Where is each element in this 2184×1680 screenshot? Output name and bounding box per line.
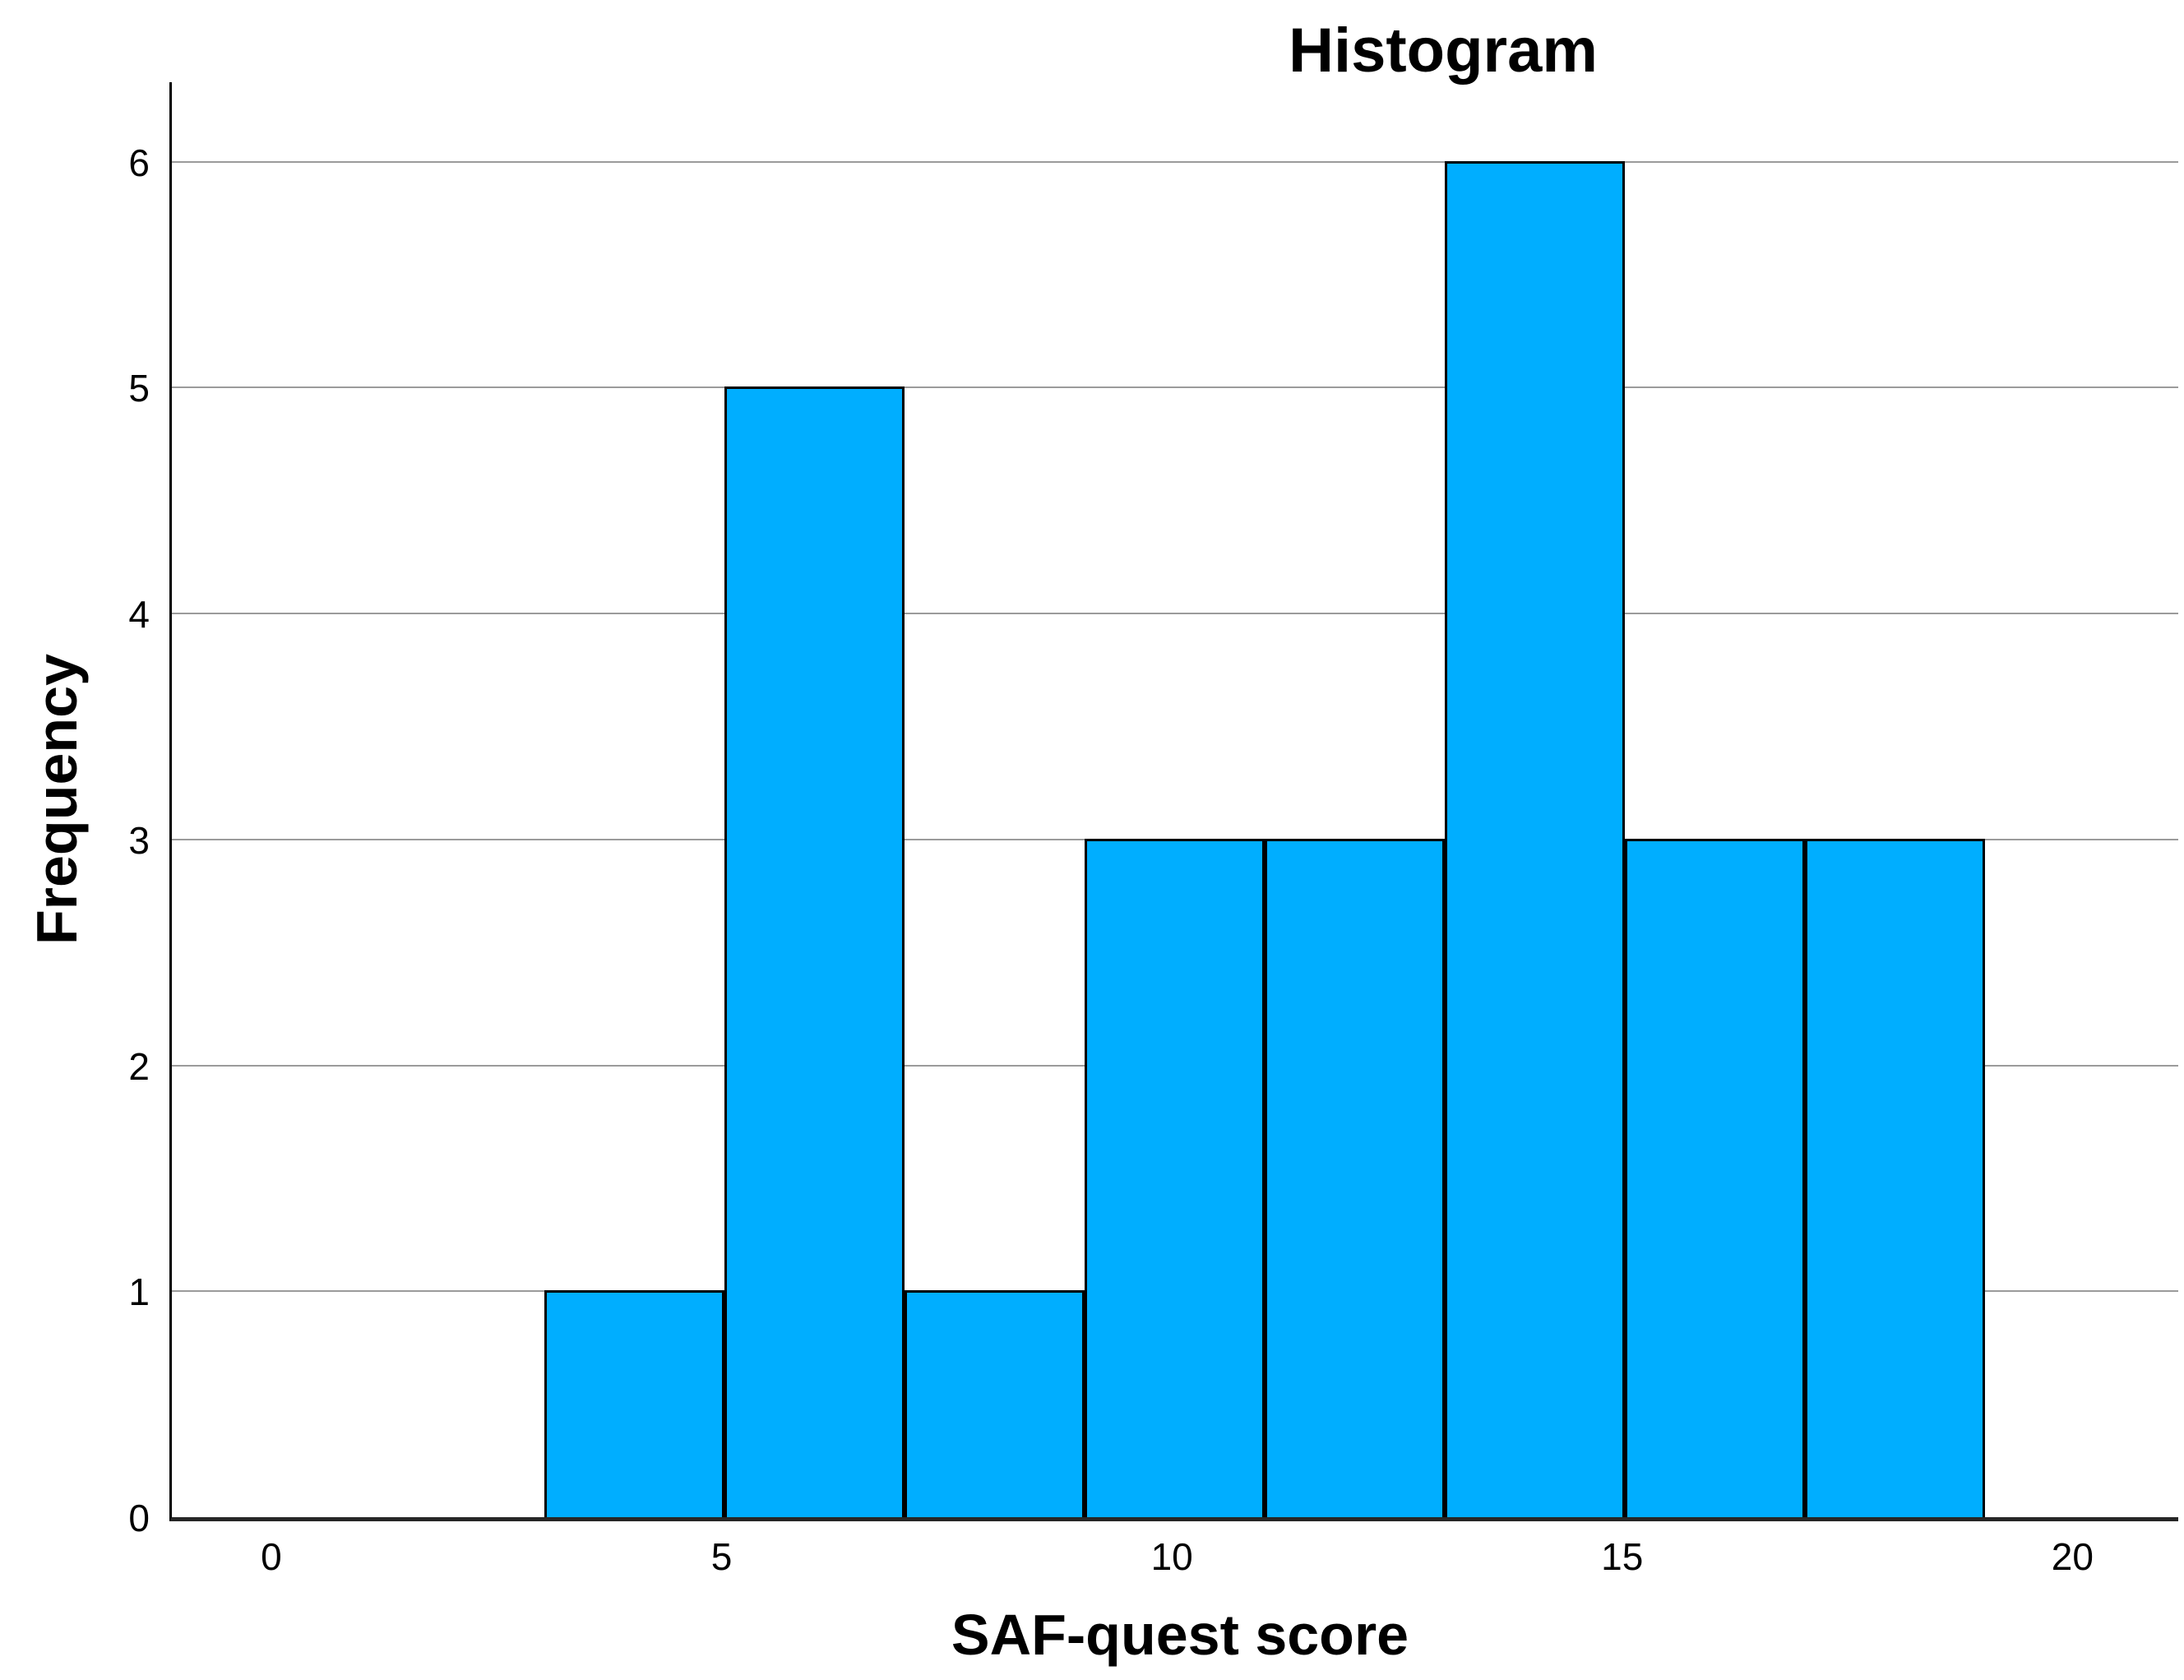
x-axis-title: SAF-quest score — [951, 1603, 1409, 1667]
gridline — [172, 613, 2178, 615]
y-tick-label: 5 — [128, 367, 150, 410]
y-tick-label: 3 — [128, 818, 150, 862]
x-tick-label: 15 — [1601, 1535, 1644, 1578]
y-axis-title: Frequency — [25, 654, 89, 945]
histogram-bar — [1444, 160, 1625, 1517]
gridline — [172, 160, 2178, 163]
histogram-bar — [724, 386, 905, 1517]
chart-title: Histogram — [1289, 16, 1598, 86]
plot-area — [169, 82, 2178, 1521]
histogram-bar — [1264, 838, 1445, 1517]
x-tick-label: 5 — [710, 1535, 733, 1578]
histogram-bar — [904, 1290, 1085, 1517]
histogram-bar — [1624, 838, 1805, 1517]
x-tick-label: 0 — [261, 1535, 282, 1578]
histogram-bar — [1084, 838, 1265, 1517]
y-tick-label: 0 — [128, 1497, 150, 1539]
histogram-bar — [1804, 838, 1985, 1517]
y-tick-label: 4 — [128, 593, 150, 636]
gridline — [172, 386, 2178, 389]
y-tick-label: 2 — [128, 1044, 150, 1088]
x-tick-label: 10 — [1150, 1535, 1193, 1578]
histogram-bar — [544, 1290, 724, 1517]
y-tick-label: 6 — [128, 141, 150, 184]
y-tick-label: 1 — [128, 1270, 150, 1314]
x-tick-label: 20 — [2051, 1535, 2094, 1578]
